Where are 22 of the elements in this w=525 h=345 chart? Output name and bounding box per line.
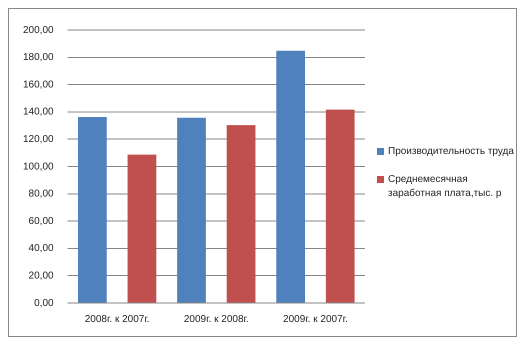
y-tick-label: 180,00	[22, 52, 54, 64]
y-tick-label: 120,00	[22, 134, 54, 145]
y-tick-label: 0,00	[34, 298, 54, 309]
y-tick-label: 40,00	[28, 243, 54, 254]
bar	[326, 110, 355, 302]
legend-label: Производительность труда	[388, 144, 514, 158]
x-tick-label: 2009г. к 2008г.	[184, 314, 249, 325]
y-tick-label: 60,00	[28, 216, 54, 227]
y-tick-label: 20,00	[28, 270, 54, 282]
bar	[276, 50, 306, 302]
bar	[78, 116, 107, 302]
x-tick-label: 2009г. к 2007г.	[283, 314, 348, 325]
bar	[128, 154, 156, 302]
y-tick-label: 140,00	[22, 106, 54, 118]
y-tick-label: 160,00	[22, 79, 54, 90]
bar	[177, 118, 206, 302]
y-tick-label: 100,00	[22, 161, 54, 172]
x-tick-label: 2008г. к 2007г.	[84, 314, 150, 325]
y-tick-label: 80,00	[28, 188, 54, 200]
y-tick-label: 200,00	[22, 24, 54, 36]
bar	[226, 125, 256, 302]
legend-label: Среднемесячная заработная плата,тыс. р	[388, 172, 502, 200]
